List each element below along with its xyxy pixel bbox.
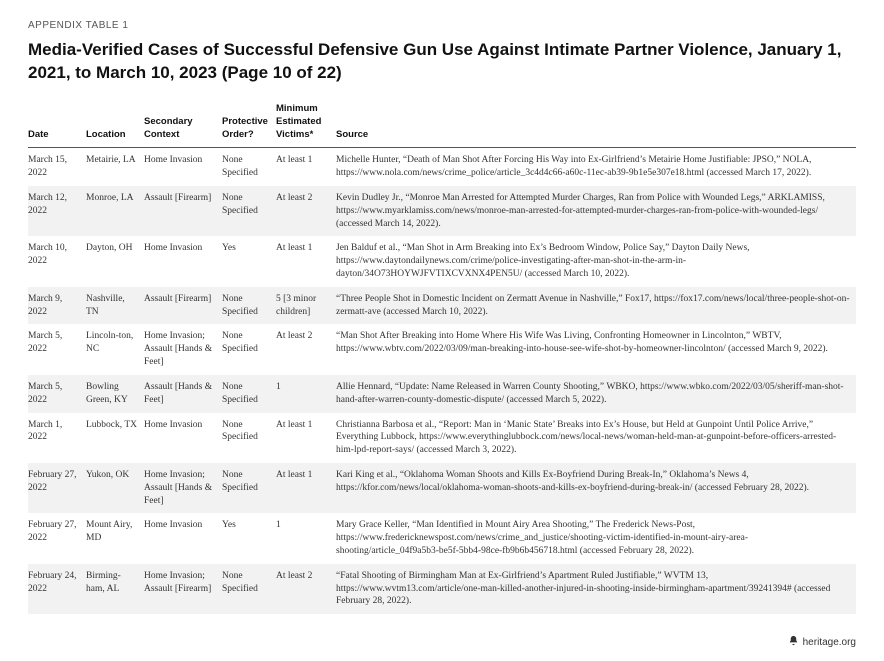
table-row: March 12, 2022Monroe, LAAssault [Firearm… [28, 186, 856, 236]
cell-location: Nashville, TN [86, 287, 144, 325]
cell-date: March 9, 2022 [28, 287, 86, 325]
cell-location: Mount Airy, MD [86, 513, 144, 563]
cell-order: None Specified [222, 148, 276, 186]
cell-source: “Three People Shot in Domestic Incident … [336, 287, 856, 325]
cell-source: Mary Grace Keller, “Man Identified in Mo… [336, 513, 856, 563]
footer: heritage.org [788, 635, 856, 649]
cell-context: Home Invasion [144, 513, 222, 563]
page-title: Media-Verified Cases of Successful Defen… [28, 39, 856, 85]
table-row: March 5, 2022Bowling Green, KYAssault [H… [28, 375, 856, 413]
cell-victims: 1 [276, 513, 336, 563]
cell-location: Lincoln-ton, NC [86, 324, 144, 374]
cell-context: Home Invasion [144, 148, 222, 186]
table-header-row: Date Location Secondary Context Protecti… [28, 103, 856, 148]
cell-order: None Specified [222, 413, 276, 463]
cell-victims: At least 1 [276, 413, 336, 463]
cell-location: Yukon, OK [86, 463, 144, 513]
table-row: March 5, 2022Lincoln-ton, NCHome Invasio… [28, 324, 856, 374]
cell-victims: At least 2 [276, 186, 336, 236]
cell-location: Metairie, LA [86, 148, 144, 186]
cell-date: March 1, 2022 [28, 413, 86, 463]
cell-context: Assault [Hands & Feet] [144, 375, 222, 413]
cell-order: None Specified [222, 324, 276, 374]
cell-date: March 5, 2022 [28, 324, 86, 374]
cell-source: Allie Hennard, “Update: Name Released in… [336, 375, 856, 413]
cell-date: March 10, 2022 [28, 236, 86, 286]
cell-date: February 24, 2022 [28, 564, 86, 614]
cell-order: None Specified [222, 287, 276, 325]
cell-order: Yes [222, 513, 276, 563]
cell-order: Yes [222, 236, 276, 286]
cell-date: February 27, 2022 [28, 513, 86, 563]
cell-context: Home Invasion; Assault [Hands & Feet] [144, 324, 222, 374]
footer-text: heritage.org [803, 637, 856, 648]
cell-date: February 27, 2022 [28, 463, 86, 513]
table-row: March 1, 2022Lubbock, TXHome InvasionNon… [28, 413, 856, 463]
cell-source: Jen Balduf et al., “Man Shot in Arm Brea… [336, 236, 856, 286]
table-row: March 9, 2022Nashville, TNAssault [Firea… [28, 287, 856, 325]
cell-date: March 15, 2022 [28, 148, 86, 186]
cell-source: Christianna Barbosa et al., “Report: Man… [336, 413, 856, 463]
cell-victims: At least 2 [276, 564, 336, 614]
cell-location: Birming-ham, AL [86, 564, 144, 614]
cell-context: Home Invasion [144, 236, 222, 286]
cell-context: Home Invasion; Assault [Firearm] [144, 564, 222, 614]
cell-order: None Specified [222, 564, 276, 614]
table-row: March 10, 2022Dayton, OHHome InvasionYes… [28, 236, 856, 286]
cell-victims: At least 1 [276, 236, 336, 286]
table-row: February 27, 2022Yukon, OKHome Invasion;… [28, 463, 856, 513]
cell-source: Kari King et al., “Oklahoma Woman Shoots… [336, 463, 856, 513]
bell-icon [788, 635, 799, 649]
col-header-date: Date [28, 103, 86, 148]
table-row: February 27, 2022Mount Airy, MDHome Inva… [28, 513, 856, 563]
cell-order: None Specified [222, 375, 276, 413]
table-row: March 15, 2022Metairie, LAHome InvasionN… [28, 148, 856, 186]
cell-source: Michelle Hunter, “Death of Man Shot Afte… [336, 148, 856, 186]
col-header-context: Secondary Context [144, 103, 222, 148]
cell-location: Lubbock, TX [86, 413, 144, 463]
cell-context: Assault [Firearm] [144, 186, 222, 236]
col-header-order: Protective Order? [222, 103, 276, 148]
cell-order: None Specified [222, 463, 276, 513]
cell-victims: 5 [3 minor children] [276, 287, 336, 325]
cell-victims: At least 2 [276, 324, 336, 374]
cell-context: Home Invasion [144, 413, 222, 463]
cell-location: Bowling Green, KY [86, 375, 144, 413]
cell-location: Monroe, LA [86, 186, 144, 236]
cell-order: None Specified [222, 186, 276, 236]
col-header-source: Source [336, 103, 856, 148]
cell-victims: At least 1 [276, 463, 336, 513]
cell-date: March 12, 2022 [28, 186, 86, 236]
cell-context: Assault [Firearm] [144, 287, 222, 325]
cell-victims: 1 [276, 375, 336, 413]
appendix-label: APPENDIX TABLE 1 [28, 20, 856, 31]
cell-source: Kevin Dudley Jr., “Monroe Man Arrested f… [336, 186, 856, 236]
cell-source: “Fatal Shooting of Birmingham Man at Ex-… [336, 564, 856, 614]
cell-date: March 5, 2022 [28, 375, 86, 413]
col-header-victims: Minimum Estimated Victims* [276, 103, 336, 148]
table-row: February 24, 2022Birming-ham, ALHome Inv… [28, 564, 856, 614]
cell-source: “Man Shot After Breaking into Home Where… [336, 324, 856, 374]
col-header-location: Location [86, 103, 144, 148]
cell-victims: At least 1 [276, 148, 336, 186]
cell-location: Dayton, OH [86, 236, 144, 286]
data-table: Date Location Secondary Context Protecti… [28, 103, 856, 614]
cell-context: Home Invasion; Assault [Hands & Feet] [144, 463, 222, 513]
